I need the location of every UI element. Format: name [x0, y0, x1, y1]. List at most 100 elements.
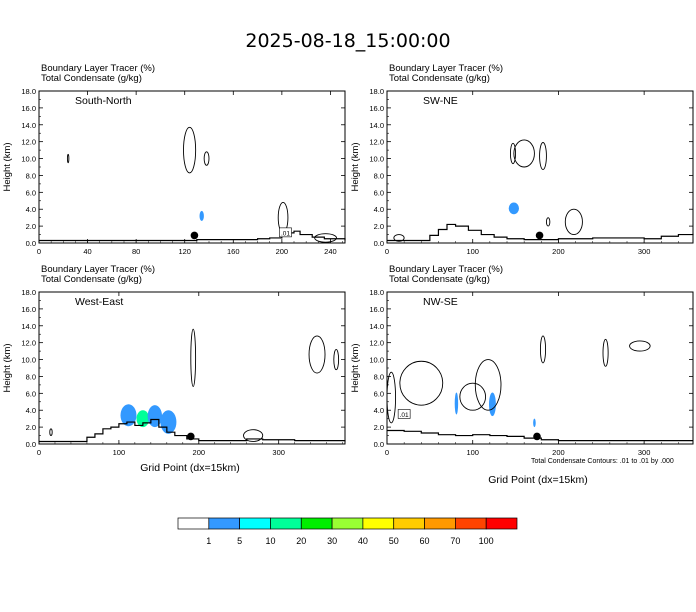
y-tick-label: 14.0 — [21, 322, 36, 331]
condensate-contour — [513, 139, 535, 168]
x-tick-label: 100 — [113, 448, 126, 457]
y-tick-label: 12.0 — [369, 138, 384, 147]
contour-label: .01 — [400, 412, 409, 419]
condensate-contour — [393, 234, 405, 242]
plot-frame — [386, 90, 694, 244]
y-tick-label: 0.0 — [374, 239, 384, 248]
y-tick-label: 12.0 — [369, 339, 384, 348]
x-tick-label: 120 — [178, 247, 191, 256]
condensate-contour — [386, 371, 397, 424]
tracer-fill — [147, 405, 163, 428]
y-tick-label: 16.0 — [369, 305, 384, 314]
y-tick-label: 2.0 — [26, 222, 36, 231]
tracer-fill — [454, 392, 459, 415]
x-axis-label: Grid Point (dx=15km) — [488, 474, 588, 486]
y-tick-label: 8.0 — [26, 171, 36, 180]
condensate-contour — [190, 328, 197, 388]
colorbar-label: 40 — [358, 536, 368, 546]
contour-label-box — [279, 227, 292, 238]
x-tick-label: 100 — [466, 448, 479, 457]
x-tick-label: 0 — [385, 448, 389, 457]
x-tick-label: 160 — [227, 247, 240, 256]
condensate-contour — [509, 142, 517, 165]
colorbar-label: 1 — [206, 536, 211, 546]
y-tick-label: 2.0 — [374, 222, 384, 231]
colorbar-swatch — [393, 517, 425, 530]
y-tick-label: 12.0 — [21, 339, 36, 348]
panel-subtitle-line: Boundary Layer Tracer (%) — [41, 63, 155, 74]
condensate-contour — [602, 338, 609, 367]
y-tick-label: 2.0 — [374, 423, 384, 432]
panel-subtitle-line: Total Condensate (g/kg) — [41, 73, 142, 84]
condensate-contour — [314, 233, 337, 243]
x-tick-label: 300 — [638, 448, 651, 457]
panel-subtitle-line: Total Condensate (g/kg) — [389, 274, 490, 285]
y-tick-label: 18.0 — [21, 87, 36, 96]
condensate-contour — [399, 360, 444, 406]
x-tick-label: 40 — [83, 247, 91, 256]
y-tick-label: 16.0 — [21, 305, 36, 314]
condensate-contour — [66, 153, 70, 164]
y-tick-label: 18.0 — [369, 87, 384, 96]
colorbar-swatch — [300, 517, 333, 530]
y-tick-label: 14.0 — [21, 121, 36, 130]
y-axis-label: Height (km) — [350, 142, 361, 191]
x-tick-label: 200 — [552, 448, 565, 457]
y-tick-label: 4.0 — [374, 205, 384, 214]
tracer-fill — [199, 210, 204, 222]
location-marker — [190, 231, 199, 240]
colorbar-label: 30 — [327, 536, 337, 546]
condensate-contour — [183, 126, 197, 174]
y-tick-label: 4.0 — [374, 406, 384, 415]
contour-label: .01 — [281, 230, 290, 237]
x-tick-label: 0 — [385, 247, 389, 256]
y-tick-label: 10.0 — [369, 155, 384, 164]
y-tick-label: 18.0 — [21, 288, 36, 297]
y-tick-label: 14.0 — [369, 322, 384, 331]
y-tick-label: 8.0 — [26, 372, 36, 381]
panel-subtitle-line: Total Condensate (g/kg) — [389, 73, 490, 84]
plot-frame — [38, 291, 346, 445]
terrain-line — [39, 418, 346, 443]
y-tick-label: 0.0 — [374, 440, 384, 449]
y-tick-label: 0.0 — [26, 440, 36, 449]
y-tick-label: 14.0 — [369, 121, 384, 130]
colorbar-label: 20 — [296, 536, 306, 546]
y-tick-label: 4.0 — [26, 406, 36, 415]
terrain-line — [387, 429, 693, 442]
panel-label: South-North — [75, 95, 132, 107]
colorbar-swatch — [455, 517, 487, 530]
tracer-fill — [533, 418, 536, 428]
y-tick-label: 6.0 — [26, 188, 36, 197]
y-tick-label: 10.0 — [21, 155, 36, 164]
colorbar-label: 10 — [265, 536, 275, 546]
location-marker — [187, 432, 195, 441]
tracer-fill — [120, 404, 137, 427]
condensate-contour — [459, 382, 487, 411]
panel-label: NW-SE — [423, 296, 458, 308]
contour-footnote: Total Condensate Contours: .01 to .01 by… — [531, 458, 674, 465]
y-tick-label: 8.0 — [374, 171, 384, 180]
y-tick-label: 6.0 — [26, 389, 36, 398]
tracer-fill — [160, 410, 177, 434]
terrain-line — [387, 223, 694, 242]
x-tick-label: 300 — [272, 448, 285, 457]
panel-subtitle-line: Boundary Layer Tracer (%) — [41, 264, 155, 275]
y-tick-label: 4.0 — [26, 205, 36, 214]
x-tick-label: 0 — [37, 247, 41, 256]
panel-label: West-East — [75, 296, 123, 308]
y-tick-label: 10.0 — [369, 356, 384, 365]
condensate-contour — [474, 359, 502, 411]
condensate-contour — [629, 340, 651, 352]
condensate-contour — [333, 348, 340, 371]
y-axis-label: Height (km) — [2, 343, 13, 392]
colorbar-label: 70 — [450, 536, 460, 546]
panel-subtitle-line: Total Condensate (g/kg) — [41, 274, 142, 285]
tracer-fill — [489, 392, 496, 417]
condensate-contour — [243, 429, 264, 442]
x-axis-label: Grid Point (dx=15km) — [140, 462, 240, 474]
condensate-contour — [545, 217, 551, 227]
tracer-fill — [508, 202, 519, 215]
y-tick-label: 16.0 — [21, 104, 36, 113]
x-tick-label: 300 — [638, 247, 651, 256]
